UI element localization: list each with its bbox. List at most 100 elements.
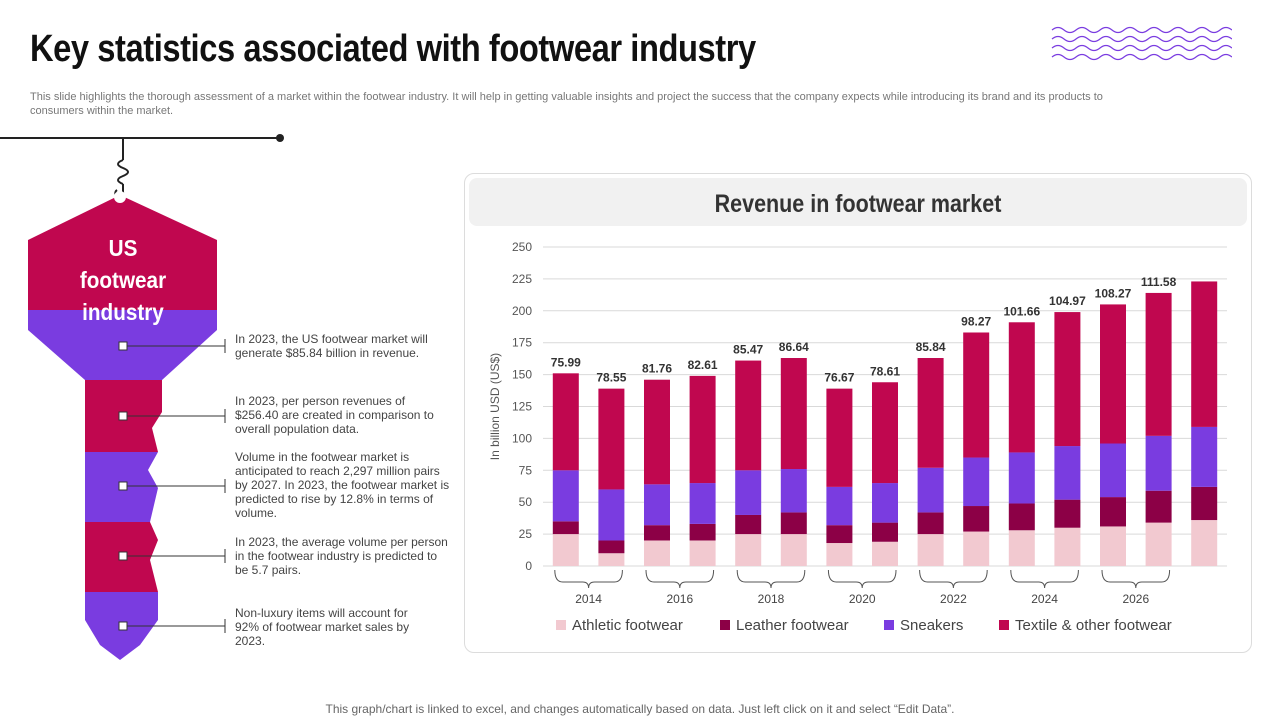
- legend-swatch: [556, 620, 566, 630]
- bar-segment: [689, 540, 716, 566]
- bar-data-label: 81.76: [642, 362, 672, 376]
- bar-segment: [1145, 522, 1172, 566]
- bar-segment: [1191, 520, 1218, 566]
- stat-text-4: In 2023, the average volume per person i…: [235, 535, 448, 577]
- stat-text-1: In 2023, the US footwear market will gen…: [235, 332, 428, 360]
- bar-segment: [872, 522, 898, 542]
- bar-segment: [1191, 281, 1218, 427]
- bar-data-label: 82.61: [688, 358, 718, 372]
- bar-segment: [1008, 503, 1035, 531]
- x-tick-label: 2022: [940, 592, 967, 606]
- bar-segment: [689, 483, 716, 524]
- legend-swatch: [720, 620, 730, 630]
- legend-label: Sneakers: [900, 617, 963, 634]
- legend-swatch: [999, 620, 1009, 630]
- bar-data-label: 85.47: [733, 343, 763, 357]
- bar-data-label: 75.99: [551, 355, 581, 369]
- bar-segment: [1100, 526, 1126, 566]
- bar-segment: [1054, 446, 1081, 500]
- y-tick-label: 25: [519, 527, 533, 541]
- x-group-brace: [554, 569, 623, 589]
- bar-segment: [552, 373, 579, 471]
- bar-segment: [1100, 443, 1126, 498]
- chart-card: Revenue in footwear market: [464, 173, 1252, 653]
- bar-segment: [735, 360, 762, 471]
- bar-segment: [598, 489, 625, 541]
- bar-segment: [1054, 527, 1081, 566]
- bar-segment: [917, 534, 944, 566]
- y-tick-label: 75: [519, 463, 533, 477]
- y-tick-label: 100: [512, 431, 532, 445]
- bar-segment: [735, 470, 762, 515]
- bar-segment: [963, 457, 990, 507]
- bar-data-label: 78.55: [596, 371, 626, 385]
- bar-segment: [644, 379, 670, 485]
- bar-segment: [826, 525, 853, 544]
- bar-segment: [552, 521, 579, 535]
- tag-title: US footwear industry: [38, 232, 209, 328]
- bar-segment: [735, 534, 762, 566]
- x-group-brace: [827, 569, 897, 589]
- bar-segment: [1100, 304, 1126, 444]
- bar-segment: [598, 388, 625, 490]
- bar-segment: [917, 467, 944, 513]
- bar-segment: [780, 358, 807, 470]
- x-tick-label: 2018: [758, 592, 785, 606]
- y-tick-label: 175: [512, 336, 532, 350]
- bar-segment: [826, 486, 853, 526]
- bar-data-label: 98.27: [961, 314, 991, 328]
- bar-segment: [780, 512, 807, 535]
- bar-segment: [963, 531, 990, 566]
- y-axis-label: In billion USD (US$): [488, 353, 502, 460]
- bar-segment: [917, 512, 944, 535]
- bar-segment: [1145, 435, 1172, 491]
- bar-segment: [1145, 292, 1172, 436]
- chart-title: Revenue in footwear market: [714, 190, 1002, 218]
- bar-segment: [780, 534, 807, 566]
- bar-data-label: 101.66: [1003, 304, 1040, 318]
- stat-text-2: In 2023, per person revenues of $256.40 …: [235, 394, 434, 436]
- bar-data-label: 111.58: [1141, 275, 1177, 289]
- stat-text-3: Volume in the footwear market is anticip…: [235, 450, 450, 520]
- bar-segment: [780, 469, 807, 513]
- y-tick-label: 150: [512, 368, 532, 382]
- footwear-tag-graphic: [28, 191, 226, 660]
- x-group-brace: [1101, 569, 1171, 589]
- bar-segment: [1191, 486, 1218, 521]
- bar-segment: [1054, 312, 1081, 447]
- bar-segment: [644, 525, 670, 541]
- wave-decoration-icon: [1051, 26, 1232, 61]
- bar-segment: [552, 470, 579, 522]
- y-tick-label: 125: [512, 400, 532, 414]
- bar-data-label: 76.67: [824, 371, 854, 385]
- bar-data-label: 104.97: [1049, 294, 1086, 308]
- chart-header: Revenue in footwear market: [469, 178, 1247, 226]
- bar-segment: [826, 388, 853, 487]
- bar-data-label: 85.84: [916, 340, 946, 354]
- tag-title-line1: US: [108, 235, 138, 261]
- y-tick-label: 50: [519, 495, 533, 509]
- legend-label: Leather footwear: [736, 617, 849, 634]
- bar-segment: [1145, 490, 1172, 523]
- bar-data-label: 86.64: [779, 340, 809, 354]
- bar-segment: [644, 484, 670, 526]
- y-tick-label: 225: [512, 272, 532, 286]
- bar-segment: [917, 358, 944, 468]
- bar-data-label: 108.27: [1095, 286, 1132, 300]
- legend-label: Textile & other footwear: [1015, 617, 1172, 634]
- y-tick-label: 0: [525, 559, 532, 573]
- bar-segment: [689, 375, 716, 484]
- x-tick-label: 2026: [1122, 592, 1149, 606]
- bar-segment: [963, 506, 990, 532]
- x-tick-label: 2014: [575, 592, 602, 606]
- x-tick-label: 2024: [1031, 592, 1058, 606]
- bar-segment: [552, 534, 579, 566]
- y-tick-label: 250: [512, 240, 532, 254]
- x-tick-label: 2016: [666, 592, 693, 606]
- bar-segment: [1008, 530, 1035, 566]
- bar-segment: [1008, 322, 1035, 453]
- x-group-brace: [645, 569, 715, 589]
- revenue-chart: 0 25 50 75 100 125 150 175 200 225 250 In billion U…: [488, 240, 1227, 634]
- bar-segment: [1008, 452, 1035, 504]
- bar-segment: [872, 483, 898, 523]
